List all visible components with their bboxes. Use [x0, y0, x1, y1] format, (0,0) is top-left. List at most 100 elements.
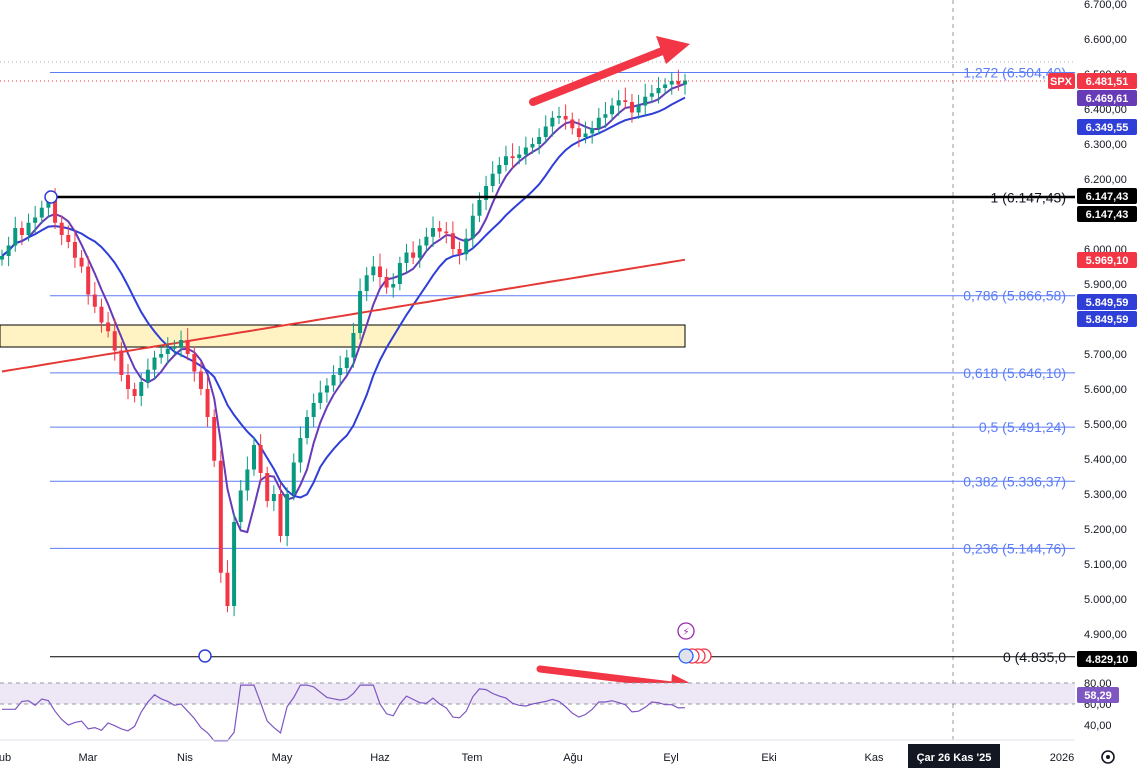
candle — [484, 175, 489, 211]
time-label: Mar — [79, 752, 98, 764]
candle — [218, 450, 223, 583]
candle — [132, 382, 137, 403]
candle — [583, 121, 588, 144]
price-badge: 6.349,55 — [1077, 119, 1137, 135]
candle — [404, 243, 409, 274]
candle — [6, 236, 11, 267]
candle — [112, 318, 117, 361]
fib-label: 0,5 (5.491,24) — [979, 419, 1066, 435]
candle — [351, 322, 356, 368]
gear-icon[interactable] — [1101, 750, 1115, 764]
symbol-label: SPX — [1050, 76, 1073, 88]
candle — [676, 69, 681, 91]
candle — [570, 112, 575, 135]
time-label: Tem — [462, 752, 483, 764]
ema-slow-line — [1, 258, 686, 373]
svg-text:6.349,55: 6.349,55 — [1086, 122, 1129, 134]
svg-text:5.969,10: 5.969,10 — [1086, 255, 1129, 267]
price-tick: 5.100,00 — [1084, 559, 1127, 571]
candle — [510, 143, 515, 169]
rsi-line — [2, 684, 686, 742]
svg-text:⚡: ⚡ — [682, 627, 689, 638]
fib-label: 1,272 (6.504,40) — [963, 64, 1066, 80]
candle — [503, 145, 508, 172]
crosshair-time-badge — [908, 744, 1000, 768]
candle — [530, 137, 535, 154]
flash-icon[interactable] — [677, 622, 695, 640]
price-tick: 6.300,00 — [1084, 139, 1127, 151]
candle — [643, 83, 648, 116]
candle — [265, 466, 270, 508]
candle — [397, 256, 402, 291]
candle — [537, 128, 542, 155]
candle — [669, 72, 674, 95]
candle — [198, 361, 203, 396]
price-tick: 6.600,00 — [1084, 34, 1127, 46]
time-label: Kas — [865, 752, 884, 764]
candle — [258, 434, 263, 484]
fib-label: 0,618 (5.646,10) — [963, 365, 1066, 381]
candle — [185, 328, 190, 361]
candle — [285, 487, 290, 547]
up-arrow-annotation — [529, 36, 690, 106]
candle — [523, 136, 528, 165]
rsi-path — [2, 684, 686, 742]
svg-text:6.147,43: 6.147,43 — [1086, 191, 1129, 203]
candle — [318, 380, 323, 410]
candle — [72, 229, 77, 268]
candle — [377, 253, 382, 288]
candle — [590, 120, 595, 144]
candle — [517, 146, 522, 165]
candle — [563, 104, 568, 130]
price-badge: 6.481,51 SPX — [1048, 73, 1137, 89]
candle — [311, 393, 316, 428]
candle — [444, 222, 449, 244]
candle — [271, 485, 276, 512]
candle — [417, 238, 422, 268]
candle — [596, 107, 601, 135]
candle — [636, 95, 641, 119]
fib-anchor-top[interactable] — [44, 190, 58, 204]
time-label: Ağu — [563, 752, 583, 764]
candle — [457, 241, 462, 265]
candle — [305, 410, 310, 445]
candle — [159, 344, 164, 364]
event-markers[interactable]: ⚡ — [677, 622, 712, 664]
flag-icon[interactable] — [678, 648, 694, 664]
candle — [603, 102, 608, 128]
price-badges: 6.481,51 SPX 6.469,61 6.349,55 6.147,43 6.147… — [1048, 73, 1137, 703]
support-zone — [0, 324, 686, 348]
candle — [278, 482, 283, 543]
time-label: Eki — [761, 752, 776, 764]
candle — [86, 256, 91, 305]
candle — [497, 156, 502, 184]
candle — [358, 278, 363, 340]
candle — [106, 312, 111, 338]
candle — [26, 213, 31, 242]
fib-label: 0 (4.835,0 — [1003, 649, 1066, 665]
candle — [298, 426, 303, 473]
candlesticks — [0, 69, 687, 617]
fibonacci-levels: 1,272 (6.504,40)1 (6.147,43)0,786 (5.866… — [50, 64, 1075, 665]
candle — [39, 200, 44, 224]
price-badge: 6.147,43 — [1077, 188, 1137, 204]
candle — [212, 409, 217, 468]
candle — [125, 364, 130, 400]
price-tick: 5.600,00 — [1084, 384, 1127, 396]
candle — [238, 480, 243, 529]
price-tick: 5.200,00 — [1084, 524, 1127, 536]
candle — [557, 106, 562, 125]
candle — [179, 330, 184, 358]
candle — [324, 378, 329, 403]
time-label: Nis — [177, 752, 193, 764]
candle — [145, 358, 150, 389]
svg-text:5.849,59: 5.849,59 — [1086, 297, 1129, 309]
candle — [0, 249, 4, 266]
candle — [663, 78, 668, 95]
candle — [450, 221, 455, 256]
time-axis-labels: ub Mar Nis May Haz Tem Ağu Eyl Eki Kas 2026 — [0, 752, 1074, 764]
fib-anchor-bottom[interactable] — [198, 649, 212, 663]
svg-text:6.147,43: 6.147,43 — [1086, 209, 1129, 221]
candle — [391, 273, 396, 298]
